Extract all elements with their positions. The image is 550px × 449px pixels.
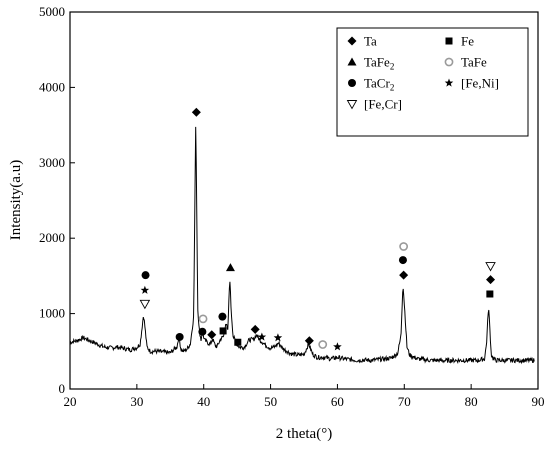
legend-marker-FeCr (346, 100, 358, 110)
peak-marker-diamond (250, 324, 260, 334)
peak-marker-circle (198, 327, 207, 336)
legend-label-text: [Fe,Ni] (461, 76, 499, 91)
y-tick-label: 4000 (39, 79, 65, 94)
peak-marker-circle (141, 271, 150, 280)
x-tick-label: 80 (465, 394, 478, 409)
legend-marker-TaCr2 (348, 79, 356, 87)
peak-marker-ring (399, 242, 409, 251)
legend-label-text: Fe (461, 34, 474, 49)
peak-marker-ring (198, 314, 208, 324)
legend-label-Fe: Fe (461, 34, 474, 49)
legend-label-subscript: 2 (390, 83, 395, 93)
peak-marker-square (234, 338, 242, 346)
plot-frame (69, 11, 539, 390)
x-tick-label: 90 (532, 394, 545, 409)
legend-label-FeCr: [Fe,Cr] (364, 97, 402, 112)
y-tick-label: 5000 (39, 4, 65, 19)
x-tick-label: 20 (64, 394, 77, 409)
legend-label-Ta: Ta (364, 34, 377, 49)
y-axis: 0 1000 2000 3000 4000 5000 (39, 4, 75, 396)
x-tick-label: 70 (398, 394, 411, 409)
legend-marker-Ta (347, 36, 357, 46)
y-tick-label: 3000 (39, 155, 65, 170)
peak-marker-diamond (207, 330, 217, 340)
peak-marker-ring (318, 340, 328, 349)
legend-marker-FeNi (444, 78, 454, 87)
x-axis-title: 2 theta(°) (276, 426, 332, 442)
y-axis-title: Intensity(a.u) (8, 160, 24, 240)
x-tick-label: 50 (264, 394, 277, 409)
legend-label-subscript: 2 (390, 62, 395, 72)
legend-label-text: TaFe (461, 55, 487, 70)
legend-label-text: Ta (364, 34, 377, 49)
legend-label-FeNi: [Fe,Ni] (461, 76, 499, 91)
x-tick-label: 40 (197, 394, 210, 409)
diffraction-pattern-line (69, 126, 535, 365)
peak-markers (139, 107, 496, 351)
peak-marker-diamond (486, 275, 496, 285)
legend-label-text: TaCr (364, 76, 390, 91)
peak-marker-triangle-down (139, 299, 151, 310)
y-tick-label: 1000 (39, 306, 65, 321)
peak-marker-circle (398, 256, 407, 265)
peak-marker-star (333, 342, 342, 351)
peak-marker-square (219, 327, 227, 335)
peak-marker-circle (175, 332, 184, 341)
peak-marker-diamond (399, 270, 409, 280)
x-tick-label: 60 (331, 394, 344, 409)
legend-marker-Fe (445, 37, 453, 45)
peak-marker-star (273, 333, 283, 342)
legend-marker-TaFe2 (347, 57, 357, 66)
legend-label-TaFe2: TaFe2 (364, 55, 394, 72)
peak-marker-star (257, 332, 267, 341)
peak-marker-star (140, 285, 150, 294)
x-axis: 20 30 40 50 60 70 80 90 (64, 384, 545, 409)
legend-label-text: TaFe (364, 55, 390, 70)
y-tick-label: 0 (59, 381, 66, 396)
legend-label-TaCr2: TaCr2 (364, 76, 394, 93)
peak-marker-diamond (191, 107, 201, 117)
peak-marker-circle (218, 312, 227, 321)
y-tick-label: 2000 (39, 230, 65, 245)
peak-marker-square (486, 290, 494, 298)
legend-label-TaFe: TaFe (461, 55, 487, 70)
legend-box (336, 27, 529, 137)
peak-marker-triangle-down (485, 262, 496, 272)
legend-label-text: [Fe,Cr] (364, 97, 402, 112)
x-tick-label: 30 (130, 394, 143, 409)
peak-marker-triangle (225, 263, 235, 272)
legend-marker-TaFe (444, 57, 454, 67)
plot-area-border (69, 11, 539, 390)
peak-marker-diamond (304, 336, 314, 346)
